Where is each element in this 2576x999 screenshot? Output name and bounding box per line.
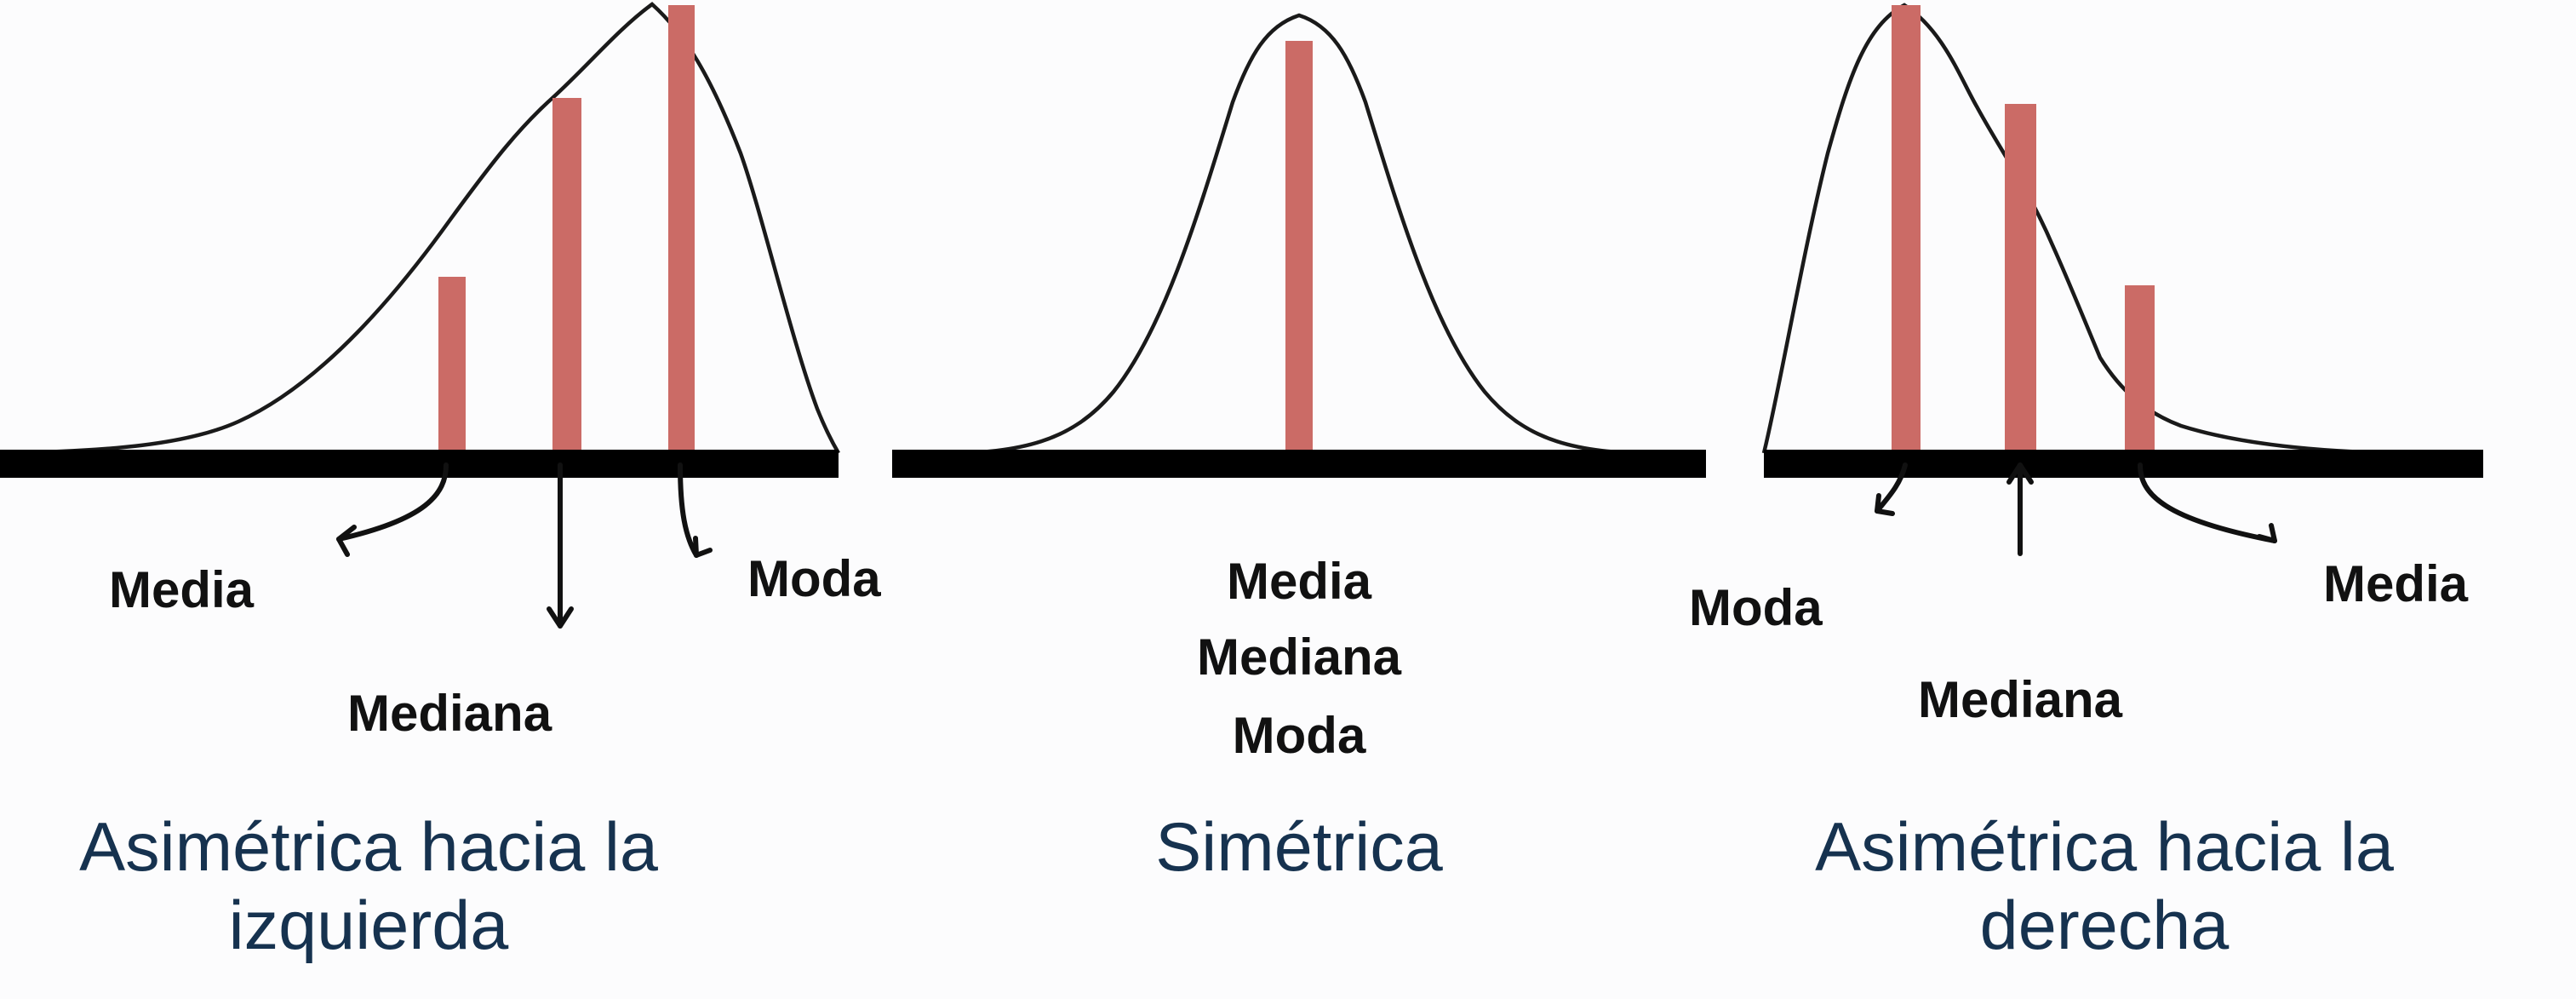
svg-text:Simétrica: Simétrica bbox=[1155, 809, 1444, 886]
svg-text:Media: Media bbox=[1227, 553, 1372, 610]
svg-text:Moda: Moda bbox=[747, 550, 881, 607]
svg-text:Mediana: Mediana bbox=[347, 685, 552, 742]
svg-text:derecha: derecha bbox=[1980, 887, 2230, 964]
svg-text:Mediana: Mediana bbox=[1197, 629, 1402, 686]
svg-text:Moda: Moda bbox=[1233, 707, 1366, 764]
svg-text:izquierda: izquierda bbox=[229, 887, 510, 964]
svg-text:Media: Media bbox=[109, 561, 255, 618]
svg-text:Moda: Moda bbox=[1689, 579, 1823, 636]
svg-text:Mediana: Mediana bbox=[1918, 671, 2123, 728]
svg-text:Asimétrica hacia la: Asimétrica hacia la bbox=[1815, 809, 2395, 886]
svg-text:Asimétrica hacia la: Asimétrica hacia la bbox=[79, 809, 659, 886]
svg-text:Media: Media bbox=[2323, 555, 2469, 612]
